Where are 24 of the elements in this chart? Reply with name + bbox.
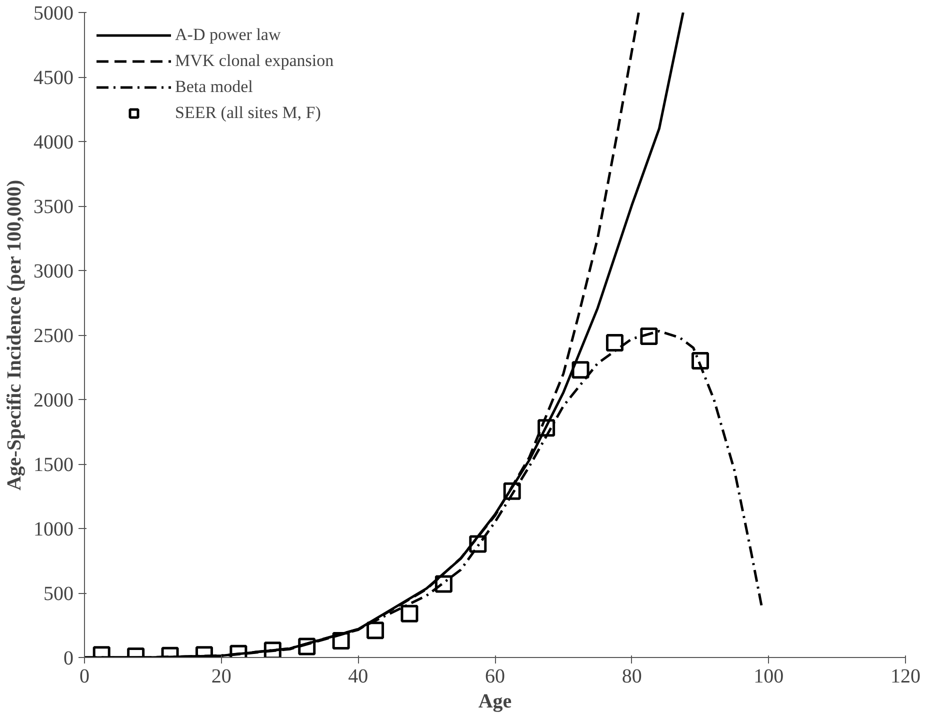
x-tick-label: 0: [80, 666, 90, 688]
x-tick-label: 80: [622, 666, 642, 688]
legend-label: MVK clonal expansion: [175, 50, 334, 72]
y-tick-label: 3500: [34, 196, 74, 218]
legend-label: Beta model: [175, 76, 253, 98]
y-tick-label: 3000: [34, 260, 74, 282]
y-tick-label: 5000: [34, 2, 74, 24]
x-tick-label: 60: [485, 666, 505, 688]
x-axis-title: Age: [478, 690, 512, 712]
legend-label: A-D power law: [175, 24, 281, 46]
y-tick-label: 4000: [34, 132, 74, 154]
y-tick-label: 2500: [34, 325, 74, 347]
y-tick-label: 1000: [34, 518, 74, 540]
legend-label: SEER (all sites M, F): [175, 102, 321, 124]
x-tick-label: 40: [348, 666, 368, 688]
x-tick-label: 120: [890, 666, 920, 688]
x-tick-label: 20: [211, 666, 232, 688]
y-axis-title: Age-Specific Incidence (per 100,000): [4, 180, 26, 491]
y-tick-label: 0: [64, 648, 74, 670]
y-tick-label: 1500: [34, 454, 74, 476]
y-tick-label: 2000: [34, 390, 74, 412]
y-tick-label: 500: [44, 583, 74, 605]
y-tick-label: 4500: [34, 67, 74, 89]
x-tick-label: 100: [754, 666, 784, 688]
